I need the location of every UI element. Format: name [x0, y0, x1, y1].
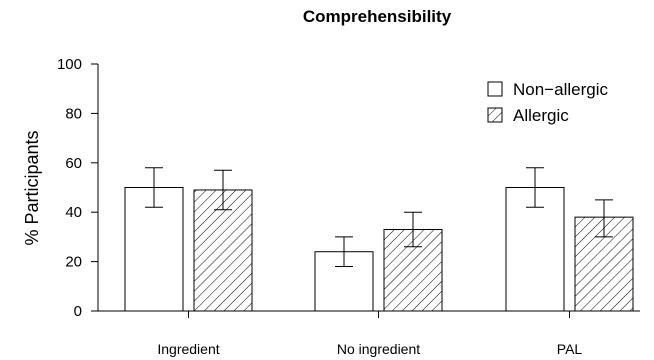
y-axis: 0 20 40 60 80 100 [57, 56, 99, 320]
legend-label: Non−allergic [513, 80, 608, 99]
y-tick-label: 0 [74, 303, 82, 320]
bars-group [124, 167, 634, 312]
legend-label: Allergic [513, 106, 569, 125]
category-label: Ingredient [157, 341, 219, 357]
y-tick-label: 60 [65, 155, 82, 172]
y-tick-label: 80 [65, 105, 82, 122]
bar-non-allergic [124, 187, 184, 312]
y-tick-label: 40 [65, 204, 82, 221]
category-labels: Ingredient No ingredient PAL [157, 311, 582, 357]
legend-swatch-non-allergic [487, 81, 503, 97]
y-tick-label: 100 [57, 56, 82, 73]
category-label: PAL [557, 341, 583, 357]
y-axis-label: % Participants [22, 130, 42, 245]
category-label: No ingredient [337, 341, 420, 357]
bar-non-allergic [505, 187, 565, 312]
legend-swatch-allergic [487, 107, 503, 123]
legend: Non−allergic Allergic [487, 80, 608, 125]
chart-title: Comprehensibility [303, 7, 452, 26]
y-tick-label: 20 [65, 254, 82, 271]
